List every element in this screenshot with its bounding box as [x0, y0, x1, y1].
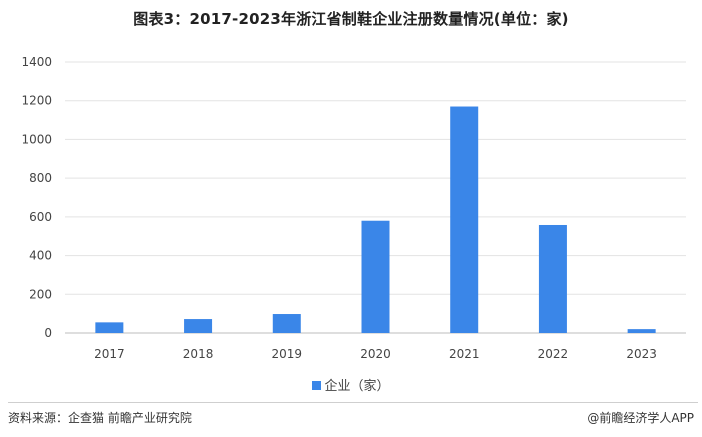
- bars: [95, 106, 656, 334]
- bar: [538, 224, 567, 333]
- footer-divider: [8, 402, 698, 403]
- y-tick-label: 400: [29, 249, 52, 263]
- y-tick-label: 1200: [21, 94, 52, 108]
- x-tick-label: 2023: [626, 347, 657, 361]
- bar: [184, 319, 213, 333]
- bar: [272, 314, 301, 333]
- x-tick-label: 2020: [360, 347, 391, 361]
- legend-swatch: [312, 381, 322, 390]
- x-tick-label: 2018: [183, 347, 214, 361]
- bar: [627, 329, 656, 333]
- legend-label: 企业（家）: [324, 379, 390, 394]
- y-tick-label: 0: [44, 326, 52, 340]
- x-tick-label: 2017: [94, 347, 125, 361]
- y-axis-ticks: 0 200 400 600 800 1000 1200 1400: [21, 55, 52, 340]
- x-tick-label: 2019: [272, 347, 303, 361]
- x-axis-ticks: 2017 2018 2019 2020 2021 2022 2023: [94, 347, 657, 361]
- y-tick-label: 1000: [21, 132, 52, 146]
- legend: 企业（家）: [0, 375, 702, 394]
- x-tick-label: 2022: [538, 347, 569, 361]
- chart-title: 图表3：2017-2023年浙江省制鞋企业注册数量情况(单位：家): [133, 10, 569, 28]
- y-tick-label: 200: [29, 287, 52, 301]
- y-tick-label: 600: [29, 210, 52, 224]
- y-tick-label: 1400: [21, 55, 52, 69]
- source-note: 资料来源：企查猫 前瞻产业研究院: [8, 411, 192, 425]
- brand-credit: @前瞻经济学人APP: [587, 411, 694, 425]
- bar: [95, 322, 124, 333]
- x-tick-label: 2021: [449, 347, 480, 361]
- bar: [361, 220, 390, 333]
- bar: [450, 106, 479, 334]
- y-tick-label: 800: [29, 171, 52, 185]
